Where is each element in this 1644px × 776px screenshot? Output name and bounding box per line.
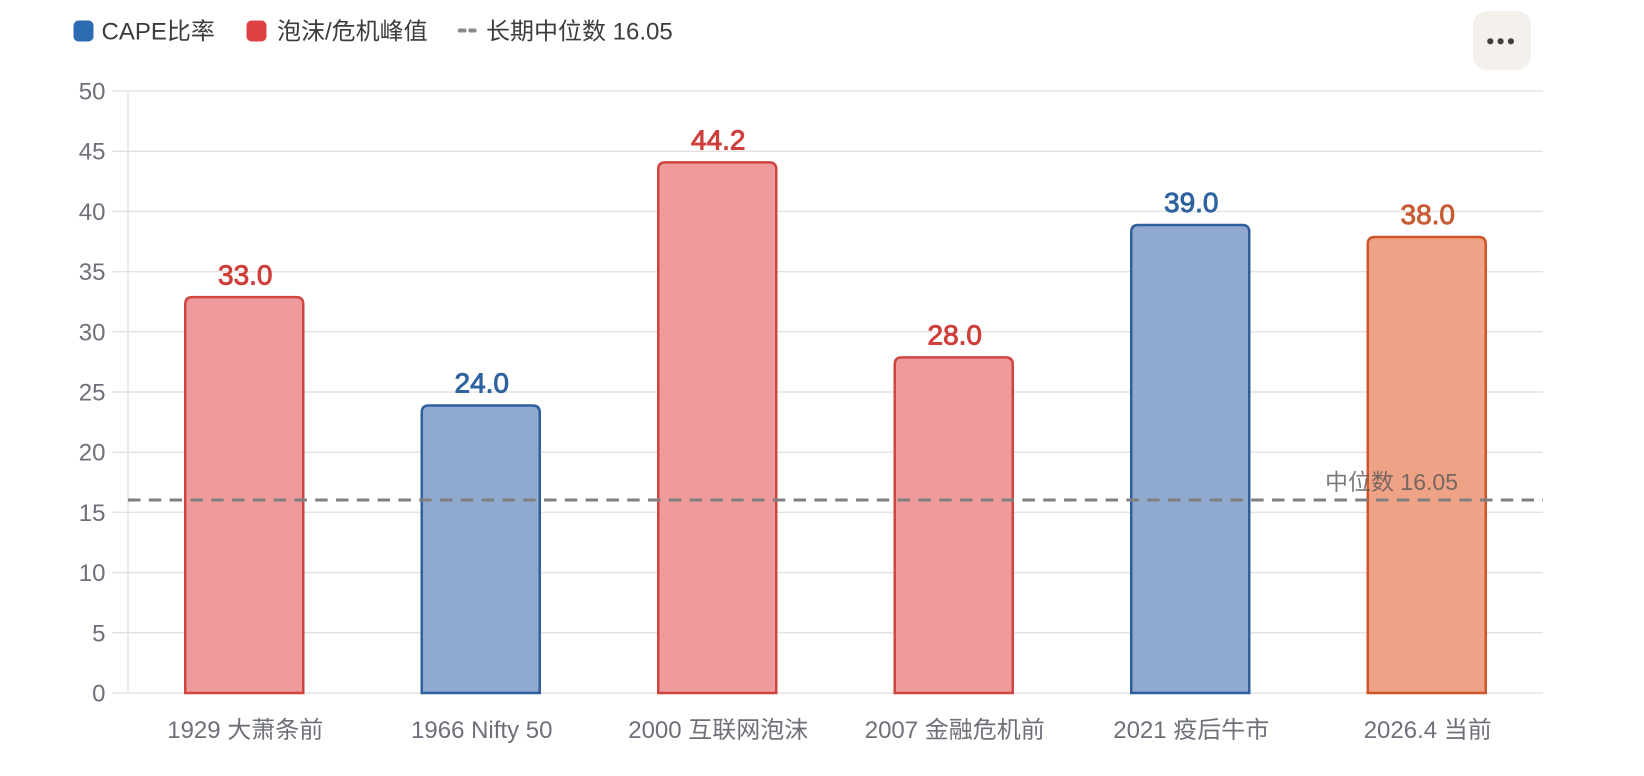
svg-text:中位数 16.05: 中位数 16.05	[1325, 469, 1458, 495]
svg-text:44.2: 44.2	[691, 124, 746, 155]
svg-text:24.0: 24.0	[455, 368, 510, 399]
svg-text:28.0: 28.0	[928, 319, 983, 350]
svg-text:0: 0	[92, 681, 105, 708]
svg-text:1929 大萧条前: 1929 大萧条前	[167, 717, 323, 744]
svg-text:2021 疫后牛市: 2021 疫后牛市	[1113, 717, 1269, 744]
svg-text:30: 30	[79, 319, 106, 346]
svg-text:38.0: 38.0	[1401, 199, 1456, 230]
svg-text:10: 10	[79, 560, 106, 587]
svg-text:2026.4 当前: 2026.4 当前	[1364, 717, 1492, 744]
svg-text:40: 40	[79, 199, 106, 226]
svg-text:15: 15	[79, 500, 106, 527]
svg-text:25: 25	[79, 380, 106, 407]
svg-text:CAPE比率: CAPE比率	[102, 19, 215, 46]
svg-text:长期中位数 16.05: 长期中位数 16.05	[486, 19, 673, 46]
svg-text:45: 45	[79, 139, 106, 166]
svg-text:1966 Nifty 50: 1966 Nifty 50	[411, 717, 552, 744]
svg-text:2000 互联网泡沫: 2000 互联网泡沫	[628, 717, 808, 744]
svg-text:50: 50	[79, 79, 106, 106]
svg-text:39.0: 39.0	[1164, 187, 1219, 218]
svg-text:20: 20	[79, 440, 106, 467]
svg-text:35: 35	[79, 259, 106, 286]
svg-text:5: 5	[92, 620, 105, 647]
svg-text:33.0: 33.0	[218, 259, 273, 290]
svg-text:泡沫/危机峰值: 泡沫/危机峰值	[277, 19, 428, 46]
svg-text:2007 金融危机前: 2007 金融危机前	[865, 717, 1045, 744]
